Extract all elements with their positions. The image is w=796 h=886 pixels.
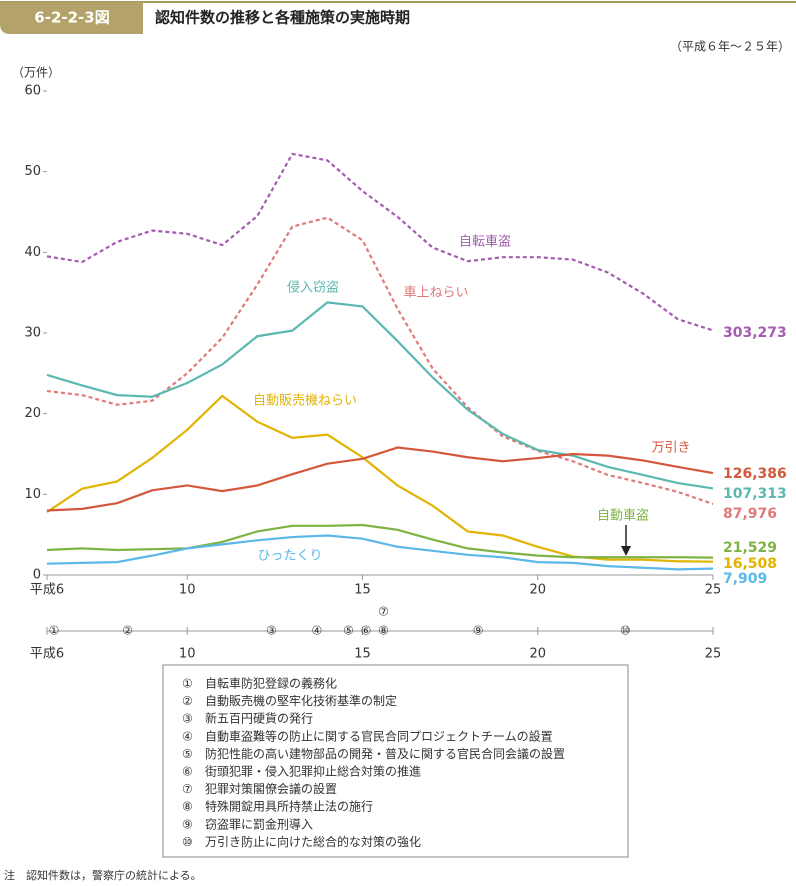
- series-label: 自転車盗: [459, 234, 511, 250]
- policy-text: 自動販売機の堅牢化技術基準の制定: [205, 693, 397, 708]
- series-line: [46, 523, 714, 559]
- timeline-tick-label: 20: [529, 647, 546, 662]
- series-line: [46, 394, 714, 563]
- policy-marker: ⑩: [620, 624, 631, 638]
- value-label: 87,976: [723, 506, 777, 522]
- policy-number: ④: [182, 729, 193, 743]
- y-tick-label: 20: [24, 406, 41, 421]
- figure-number: 6-2-2-3図: [34, 9, 109, 27]
- note: 注 認知件数は，警察庁の統計による。: [4, 868, 202, 882]
- x-tick-label: 20: [529, 583, 546, 598]
- timeline-tick-label: 10: [179, 647, 196, 662]
- policy-text: 自転車防犯登録の義務化: [205, 676, 337, 691]
- policy-marker: ⑧: [378, 624, 389, 638]
- policy-number: ①: [182, 677, 193, 691]
- policy-marker: ③: [266, 624, 277, 638]
- policy-text: 新五百円硬貨の発行: [205, 711, 313, 726]
- series-label: 自動販売機ねらい: [253, 393, 357, 409]
- series-label: 万引き: [651, 441, 690, 456]
- value-label: 303,273: [723, 325, 787, 341]
- policy-marker: ⑤: [343, 624, 354, 638]
- value-label: 21,529: [723, 540, 777, 556]
- policy-text: 万引き防止に向けた総合的な対策の強化: [205, 834, 421, 849]
- series-line: [46, 446, 714, 512]
- policy-number: ②: [182, 694, 193, 708]
- policy-box: [162, 664, 629, 858]
- subtitle: （平成６年～２５年）: [670, 40, 790, 54]
- y-tick-label: 10: [24, 487, 41, 502]
- y-tick-label: 60: [24, 84, 41, 99]
- policy-number: ⑧: [182, 800, 193, 814]
- policy-text: 特殊開錠用具所持禁止法の施行: [205, 799, 373, 814]
- policy-text: 防犯性能の高い建物部品の開発・普及に関する官民合同会議の設置: [205, 746, 565, 761]
- chart-title: 認知件数の推移と各種施策の実施時期: [155, 9, 410, 27]
- policy-number: ⑥: [182, 765, 193, 779]
- series-line: [46, 301, 714, 490]
- value-label: 107,313: [723, 486, 787, 502]
- x-tick-label: 10: [179, 583, 196, 598]
- policy-text: 街頭犯罪・侵入犯罪抑止総合対策の推進: [205, 764, 421, 779]
- policy-number: ⑨: [182, 817, 193, 831]
- series-label: 自動車盗: [597, 508, 649, 524]
- value-label: 126,386: [723, 466, 787, 482]
- timeline-tick-label: 25: [705, 647, 722, 662]
- policy-number: ⑤: [182, 747, 193, 761]
- timeline-tick-label: 15: [354, 647, 371, 662]
- policy-text: 窃盗罪に罰金刑導入: [205, 816, 313, 831]
- policy-marker: ①: [49, 624, 60, 638]
- policy-number: ⑦: [182, 782, 193, 796]
- y-axis-label: （万件）: [12, 66, 60, 80]
- value-label: 7,909: [723, 571, 767, 587]
- series-label: ひったくり: [257, 549, 322, 564]
- series-label: 車上ねらい: [403, 286, 468, 301]
- x-tick-label: 15: [354, 583, 371, 598]
- arrow-head: [621, 546, 631, 556]
- y-tick-label: 50: [24, 164, 41, 179]
- policy-text: 自動車盗難等の防止に関する官民合同プロジェクトチームの設置: [205, 728, 553, 743]
- y-tick-label: 0: [33, 568, 41, 583]
- policy-marker: ②: [122, 624, 133, 638]
- series-line: [46, 152, 714, 332]
- policy-marker: ⑨: [473, 624, 484, 638]
- policy-marker: ⑦: [378, 605, 389, 619]
- policy-text: 犯罪対策閣僚会議の設置: [205, 781, 337, 796]
- x-tick-label: 25: [705, 583, 722, 598]
- policy-number: ③: [182, 712, 193, 726]
- series-line: [46, 534, 714, 571]
- value-label: 16,508: [723, 556, 777, 572]
- timeline-tick-label: 平成6: [30, 647, 64, 662]
- series-line: [46, 216, 714, 506]
- header-badge: [0, 2, 143, 34]
- y-tick-label: 30: [24, 326, 41, 341]
- policy-number: ⑩: [182, 835, 193, 849]
- policy-marker: ⑥: [361, 624, 372, 638]
- y-tick-label: 40: [24, 245, 41, 260]
- x-tick-label: 平成6: [30, 583, 64, 598]
- series-label: 侵入窃盗: [287, 280, 339, 296]
- policy-marker: ④: [312, 624, 323, 638]
